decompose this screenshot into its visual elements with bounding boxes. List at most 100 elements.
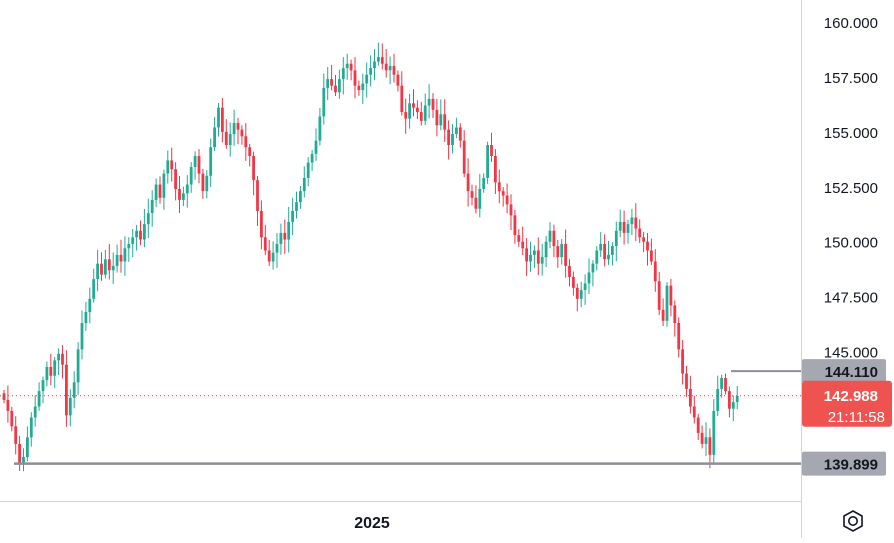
candle-body: [595, 250, 599, 264]
candle-body: [373, 61, 376, 69]
candle-body: [217, 107, 220, 128]
candle-body: [525, 248, 528, 262]
candle-body: [369, 68, 372, 75]
candle-body: [661, 309, 665, 321]
candle-body: [174, 169, 177, 189]
candle-body: [529, 254, 532, 262]
y-tick-label: 145.000: [824, 345, 878, 362]
candle-body: [497, 182, 501, 192]
candle-body: [455, 127, 458, 135]
candle-body: [642, 237, 645, 242]
candle-body: [127, 243, 131, 249]
candle-body: [256, 180, 259, 211]
candle-body: [540, 257, 544, 264]
candle-body: [302, 177, 306, 192]
candle-body: [299, 191, 302, 203]
candle-body: [692, 406, 696, 418]
candle-body: [318, 116, 322, 141]
candle-body: [685, 373, 688, 389]
chart-frame: [0, 0, 802, 538]
candle-body: [681, 349, 684, 374]
candle-body: [361, 83, 365, 91]
candle-body: [41, 380, 45, 392]
y-tick-label: 160.000: [824, 15, 878, 32]
candle-body: [388, 65, 392, 71]
candle-body: [657, 281, 661, 310]
candle-body: [735, 395, 739, 403]
candle-body: [201, 173, 205, 192]
candle-body: [419, 112, 423, 121]
candle-body: [22, 457, 25, 464]
y-tick-label: 157.500: [824, 70, 878, 87]
candle-body: [634, 217, 638, 229]
candle-body: [240, 129, 244, 137]
candle-body: [474, 197, 478, 209]
y-tick-label: 155.000: [824, 125, 878, 142]
candle-body: [68, 397, 72, 416]
candle-body: [170, 160, 174, 170]
candle-body: [548, 230, 552, 242]
candle-body: [384, 63, 388, 71]
support-tag: [802, 451, 886, 476]
candle-body: [252, 156, 255, 181]
candle-body: [123, 248, 127, 262]
candle-body: [451, 134, 454, 146]
candle-body: [33, 406, 37, 418]
candle-body: [412, 103, 415, 108]
candle-body: [178, 188, 181, 200]
candle-body: [57, 353, 60, 361]
candle-body: [486, 145, 489, 178]
candle-body: [400, 85, 404, 113]
candle-body: [443, 114, 447, 130]
candle-body: [53, 360, 57, 376]
horizontal-levels: [0, 370, 801, 465]
resistance-tag-label: 144.110: [825, 364, 878, 381]
candle-body: [18, 443, 21, 464]
candle-body: [209, 147, 213, 176]
candle-body: [279, 232, 283, 244]
candle-body: [396, 74, 400, 86]
y-tick-label: 150.000: [824, 235, 878, 252]
candle-body: [579, 290, 583, 299]
candle-body: [271, 252, 275, 262]
candle-body: [494, 156, 497, 183]
candle-body: [564, 243, 567, 266]
candle-body: [213, 127, 216, 148]
candle-body: [162, 173, 166, 198]
candle-body: [283, 232, 287, 240]
candle-body: [416, 107, 419, 113]
support-tag-label: 139.899: [824, 457, 878, 474]
candle-body: [720, 377, 723, 389]
candle-body: [607, 254, 610, 260]
candle-body: [158, 184, 162, 198]
candle-body: [185, 184, 189, 194]
candle-body: [248, 147, 252, 157]
candle-body: [291, 210, 294, 222]
candlestick-series: [2, 42, 739, 472]
candle-body: [365, 74, 369, 84]
candle-body: [665, 285, 669, 321]
candle-body: [221, 107, 224, 132]
candle-body: [552, 230, 556, 247]
candle-body: [182, 193, 185, 200]
candle-body: [349, 63, 353, 71]
chart-settings-button[interactable]: [838, 506, 868, 536]
candle-body: [700, 432, 704, 444]
x-tick-label: 2025: [354, 515, 390, 532]
candle-body: [380, 57, 384, 64]
candle-body: [330, 79, 333, 86]
candle-body: [310, 153, 314, 163]
candle-body: [482, 177, 486, 189]
candle-body: [65, 364, 68, 416]
candle-body: [260, 210, 263, 238]
candle-body: [638, 228, 642, 238]
candle-body: [338, 79, 341, 93]
candle-body: [236, 123, 240, 130]
candle-body: [408, 103, 411, 119]
candle-body: [591, 263, 595, 273]
candle-body: [404, 112, 408, 119]
candle-body: [287, 221, 291, 240]
candle-body: [357, 85, 361, 91]
